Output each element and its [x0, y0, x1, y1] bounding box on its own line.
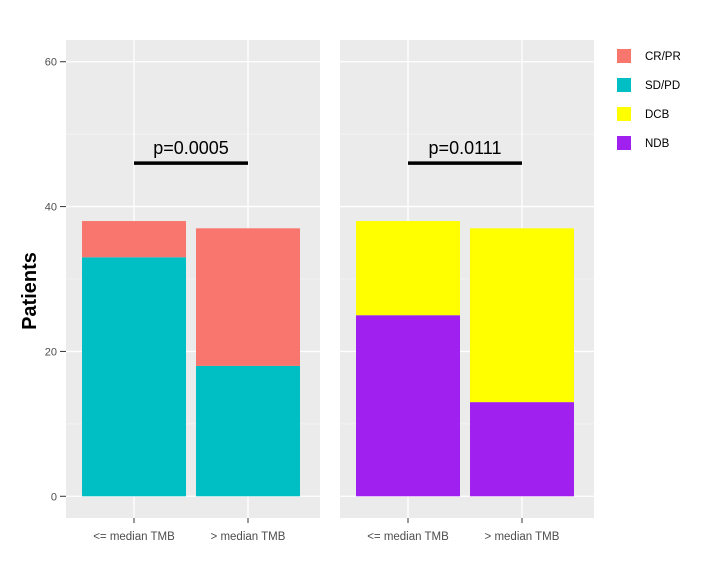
legend-label: SD/PD [645, 80, 680, 92]
bar-sd-pd-1 [82, 257, 186, 497]
x-tick-label: <= median TMB [367, 531, 449, 543]
bar-ndb-2 [470, 402, 574, 497]
y-tick-label: 40 [45, 202, 57, 214]
p-value-annotation: p=0.0005 [153, 138, 229, 158]
legend-swatch-sd-pd [617, 78, 631, 92]
bar-dcb-1 [356, 221, 460, 316]
legend-swatch-ndb [617, 136, 631, 150]
bar-cr-pr-2 [196, 228, 300, 366]
legend-label: DCB [645, 109, 670, 121]
y-tick-label: 0 [51, 491, 57, 503]
x-tick-label: > median TMB [211, 531, 286, 543]
x-tick-label: > median TMB [485, 531, 560, 543]
p-value-annotation: p=0.0111 [429, 138, 502, 158]
legend-label: NDB [645, 138, 670, 150]
x-tick-label: <= median TMB [93, 531, 175, 543]
y-axis-label: Patients [19, 252, 41, 330]
legend-label: CR/PR [645, 51, 681, 63]
bar-dcb-2 [470, 228, 574, 403]
bar-cr-pr-1 [82, 221, 186, 258]
bar-sd-pd-2 [196, 365, 300, 497]
bar-ndb-1 [356, 315, 460, 497]
legend-swatch-dcb [617, 107, 631, 121]
legend-swatch-cr-pr [617, 49, 631, 63]
y-tick-label: 60 [45, 57, 57, 69]
y-tick-label: 20 [45, 346, 57, 358]
